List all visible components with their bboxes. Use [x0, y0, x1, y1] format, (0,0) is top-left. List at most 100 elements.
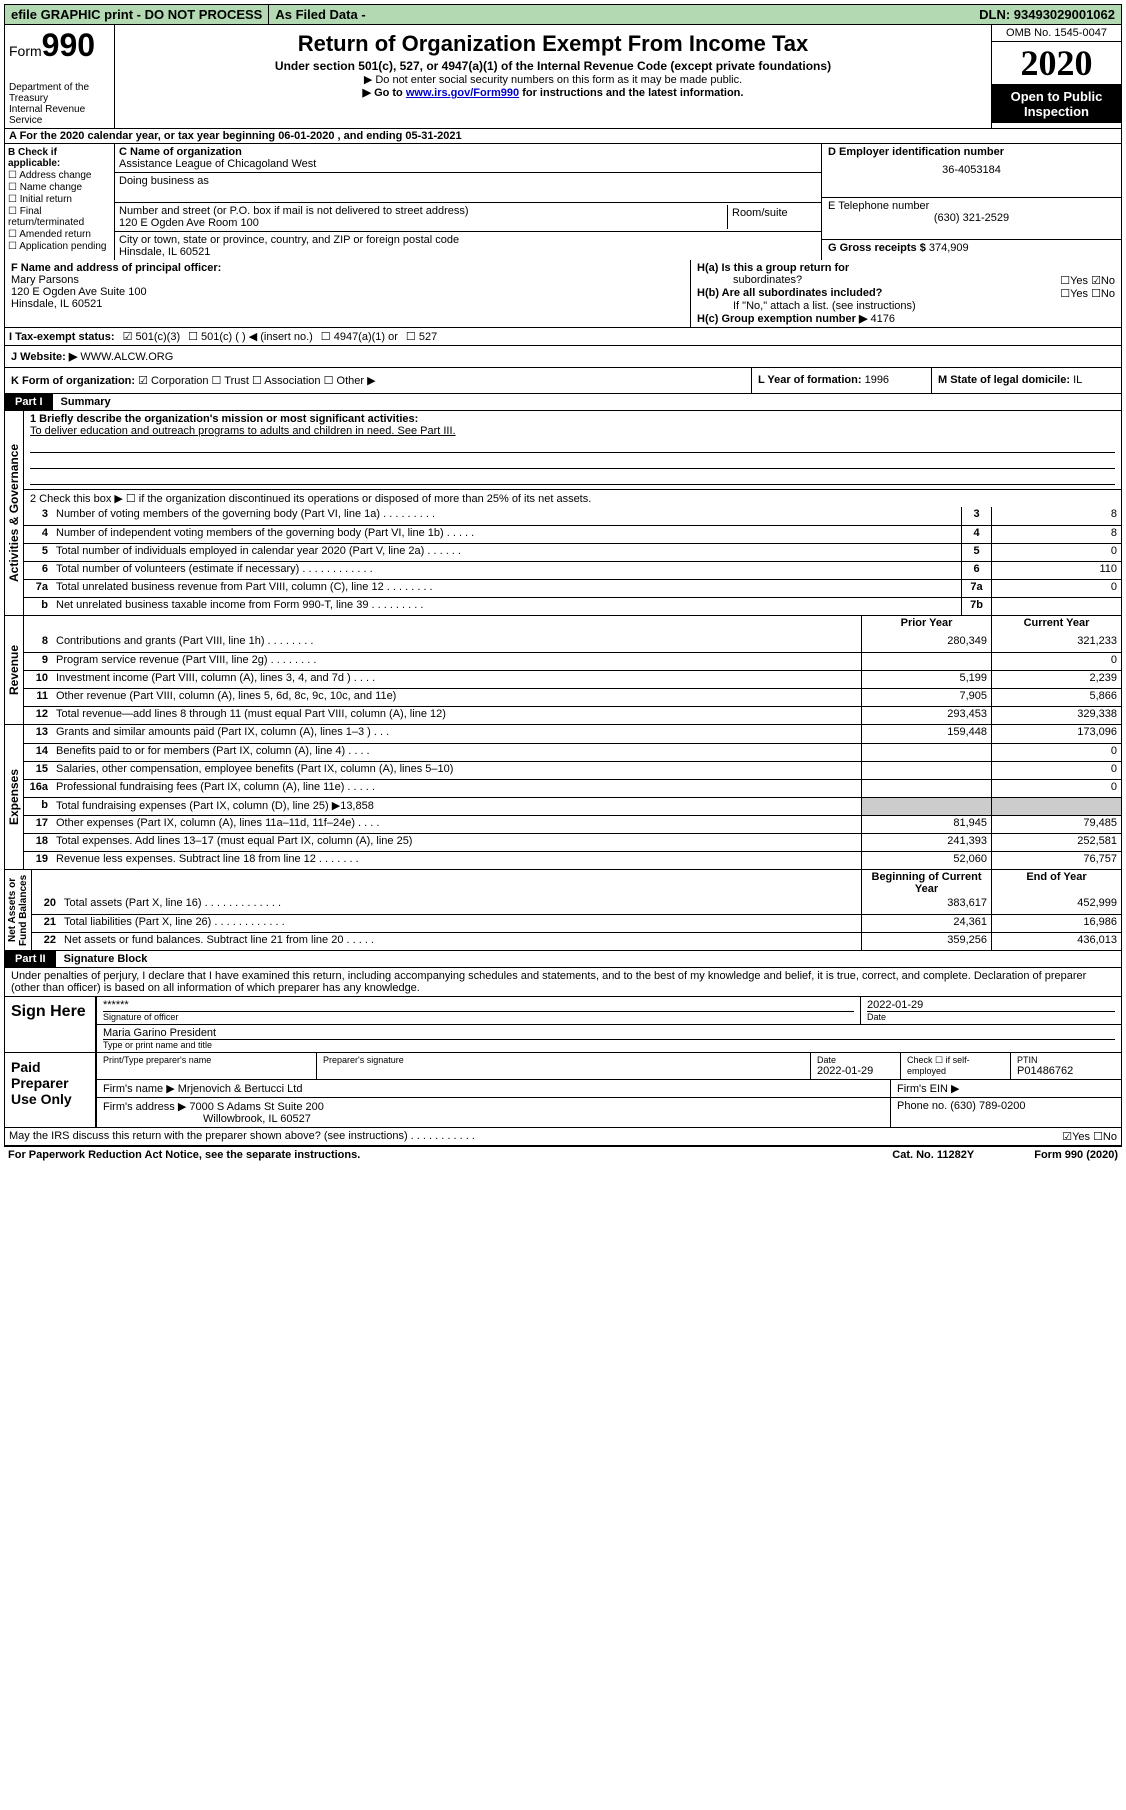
- may-irs-q: May the IRS discuss this return with the…: [9, 1130, 475, 1143]
- vlab-net: Net Assets or Fund Balances: [5, 870, 32, 950]
- table-row: 21Total liabilities (Part X, line 26) . …: [32, 914, 1121, 932]
- ha-ans[interactable]: ☐Yes ☑No: [1060, 274, 1115, 287]
- check-self[interactable]: Check ☐ if self-employed: [901, 1053, 1011, 1079]
- chk-pending[interactable]: ☐ Application pending: [8, 241, 111, 252]
- irs-link[interactable]: www.irs.gov/Form990: [406, 87, 519, 99]
- sig-stars: ******: [103, 999, 854, 1011]
- part-ii-num: Part II: [5, 951, 56, 967]
- col-deg: D Employer identification number 36-4053…: [821, 144, 1121, 260]
- form-label: Form: [9, 43, 42, 59]
- sig-intro: Under penalties of perjury, I declare th…: [5, 968, 1121, 996]
- i-lbl: I Tax-exempt status:: [9, 331, 115, 343]
- footer-mid: Cat. No. 11282Y: [892, 1149, 974, 1161]
- footer-right: Form 990 (2020): [1034, 1149, 1118, 1161]
- prep-name-lbl: Print/Type preparer's name: [97, 1053, 317, 1079]
- i-opt-1[interactable]: ☐ 501(c) ( ) ◀ (insert no.): [188, 330, 313, 343]
- hb-lbl: H(b) Are all subordinates included?: [697, 287, 882, 300]
- officer-name: Mary Parsons: [11, 274, 79, 286]
- f-lbl: F Name and address of principal officer:: [11, 262, 221, 274]
- k-lbl: K Form of organization:: [11, 375, 135, 387]
- row-i: I Tax-exempt status: ☑ 501(c)(3) ☐ 501(c…: [4, 328, 1122, 346]
- chk-address[interactable]: ☐ Address change: [8, 170, 111, 181]
- l-lbl: L Year of formation:: [758, 374, 862, 386]
- firm-addr1: 7000 S Adams St Suite 200: [189, 1101, 324, 1113]
- line2: 2 Check this box ▶ ☐ if the organization…: [24, 489, 1121, 507]
- i-opt-2[interactable]: ☐ 4947(a)(1) or: [321, 330, 398, 343]
- c-name-lbl: C Name of organization: [119, 146, 817, 158]
- table-row: 17Other expenses (Part IX, column (A), l…: [24, 815, 1121, 833]
- subtitle-1: Under section 501(c), 527, or 4947(a)(1)…: [119, 59, 987, 73]
- form-header: Form990 Department of the Treasury Inter…: [4, 25, 1122, 129]
- table-row: 19Revenue less expenses. Subtract line 1…: [24, 851, 1121, 869]
- dept-label: Department of the Treasury Internal Reve…: [9, 82, 110, 126]
- col-b: B Check if applicable: ☐ Address change …: [5, 144, 115, 260]
- org-name: Assistance League of Chicagoland West: [119, 158, 817, 170]
- i-opt-3[interactable]: ☐ 527: [406, 330, 437, 343]
- row-j: J Website: ▶ WWW.ALCW.ORG: [4, 346, 1122, 368]
- gross-receipts: 374,909: [929, 242, 969, 254]
- e-lbl: E Telephone number: [828, 200, 1115, 212]
- part-ii-header: Part II Signature Block: [4, 951, 1122, 968]
- j-lbl: J Website: ▶: [11, 351, 77, 363]
- city-val: Hinsdale, IL 60521: [119, 246, 817, 258]
- subtitle-3: ▶ Go to www.irs.gov/Form990 for instruct…: [119, 86, 987, 99]
- firm-ein-lbl: Firm's EIN ▶: [891, 1080, 1121, 1097]
- table-row: 12Total revenue—add lines 8 through 11 (…: [24, 706, 1121, 724]
- i-opt-0[interactable]: ☑ 501(c)(3): [123, 330, 181, 343]
- table-row: 7aTotal unrelated business revenue from …: [24, 579, 1121, 597]
- table-row: 13Grants and similar amounts paid (Part …: [24, 725, 1121, 743]
- col-h: H(a) Is this a group return for subordin…: [691, 260, 1121, 327]
- k-opts[interactable]: ☑ Corporation ☐ Trust ☐ Association ☐ Ot…: [138, 375, 375, 387]
- go-to-pre: ▶ Go to: [363, 87, 406, 99]
- d-lbl: D Employer identification number: [828, 146, 1115, 158]
- table-row: 18Total expenses. Add lines 13–17 (must …: [24, 833, 1121, 851]
- date-lbl: Date: [867, 1011, 1115, 1022]
- website-val: WWW.ALCW.ORG: [80, 351, 173, 363]
- may-irs-ans[interactable]: ☑Yes ☐No: [1062, 1130, 1117, 1143]
- vlab-gov: Activities & Governance: [5, 411, 24, 615]
- part-i-title: Summary: [53, 394, 119, 410]
- m-val: IL: [1073, 374, 1082, 386]
- sign-here-lbl: Sign Here: [5, 997, 95, 1052]
- section-bcdeg: B Check if applicable: ☐ Address change …: [4, 144, 1122, 260]
- g-lbl: G Gross receipts $: [828, 242, 926, 254]
- room-lbl: Room/suite: [727, 205, 817, 229]
- street-lbl: Number and street (or P.O. box if mail i…: [119, 205, 727, 217]
- ptin-val: P01486762: [1017, 1065, 1115, 1077]
- ha-lbl: H(a) Is this a group return for: [697, 262, 849, 274]
- hdr-prior: Prior Year: [861, 616, 991, 634]
- chk-final[interactable]: ☐ Final return/terminated: [8, 206, 111, 228]
- hdr-curr: Current Year: [991, 616, 1121, 634]
- b-title: B Check if applicable:: [8, 147, 111, 169]
- efile-label: efile GRAPHIC print - DO NOT PROCESS: [5, 5, 268, 24]
- go-to-post: for instructions and the latest informat…: [519, 87, 743, 99]
- hb-note: If "No," attach a list. (see instruction…: [733, 300, 1115, 312]
- chk-amended[interactable]: ☐ Amended return: [8, 229, 111, 240]
- date-lbl2: Date: [817, 1055, 894, 1065]
- table-row: 6Total number of volunteers (estimate if…: [24, 561, 1121, 579]
- hb-ans[interactable]: ☐Yes ☐No: [1060, 287, 1115, 300]
- firm-phone: (630) 789-0200: [950, 1100, 1025, 1112]
- netassets-block: Net Assets or Fund Balances Beginning of…: [4, 870, 1122, 951]
- table-row: 20Total assets (Part X, line 16) . . . .…: [32, 896, 1121, 914]
- table-row: bTotal fundraising expenses (Part IX, co…: [24, 797, 1121, 815]
- form-title: Return of Organization Exempt From Incom…: [119, 31, 987, 57]
- tax-year: 2020: [992, 42, 1121, 85]
- table-row: 16aProfessional fundraising fees (Part I…: [24, 779, 1121, 797]
- phone-lbl: Phone no.: [897, 1100, 947, 1112]
- inspection-label: Open to Public Inspection: [992, 85, 1121, 123]
- hc-val: 4176: [870, 313, 894, 325]
- table-row: 11Other revenue (Part VIII, column (A), …: [24, 688, 1121, 706]
- firm-name-lbl: Firm's name ▶: [103, 1083, 175, 1095]
- footer-left: For Paperwork Reduction Act Notice, see …: [8, 1149, 360, 1161]
- line1-txt: To deliver education and outreach progra…: [30, 425, 456, 437]
- table-row: 3Number of voting members of the governi…: [24, 507, 1121, 525]
- chk-name[interactable]: ☐ Name change: [8, 182, 111, 193]
- chk-initial[interactable]: ☐ Initial return: [8, 194, 111, 205]
- blank-line: [30, 439, 1115, 453]
- vlab-exp: Expenses: [5, 725, 24, 869]
- governance-block: Activities & Governance 1 Briefly descri…: [4, 411, 1122, 616]
- section-fh: F Name and address of principal officer:…: [4, 260, 1122, 328]
- col-f: F Name and address of principal officer:…: [5, 260, 691, 327]
- prep-sig-lbl: Preparer's signature: [317, 1053, 811, 1079]
